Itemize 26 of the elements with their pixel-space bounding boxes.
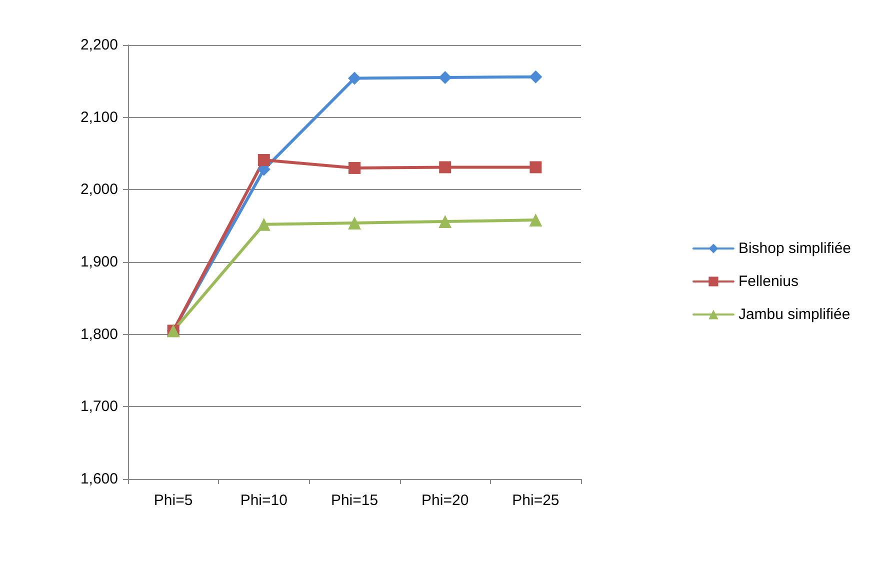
point	[529, 214, 542, 227]
point	[438, 71, 452, 84]
point	[348, 72, 361, 85]
point	[439, 161, 452, 174]
legend-label: Bishop simplifiée	[738, 240, 852, 257]
x-tick-label: Phi=15	[330, 492, 378, 509]
x-tick-label: Phi=10	[240, 492, 288, 509]
y-tick-label: 1,900	[80, 254, 118, 270]
legend-label: Fellenius	[738, 273, 798, 290]
x-tick-label: Phi=20	[422, 492, 469, 509]
legend-label: Jambu simplifiée	[738, 306, 850, 323]
point	[530, 161, 542, 174]
x-tick-label: Phi=25	[512, 492, 560, 509]
point	[348, 162, 360, 174]
y-tick-label: 1,600	[80, 470, 118, 488]
point	[529, 70, 542, 84]
x-tick-label: Phi=5	[154, 492, 193, 509]
point	[258, 154, 270, 166]
y-tick-label: 1,800	[80, 326, 118, 343]
point	[348, 216, 361, 230]
y-tick-label: 2,000	[80, 181, 118, 198]
point	[257, 218, 270, 231]
y-tick-label: 2,200	[80, 36, 118, 54]
y-tick-label: 1,700	[80, 398, 118, 416]
y-tick-label: 2,100	[80, 108, 118, 126]
point	[438, 214, 452, 228]
